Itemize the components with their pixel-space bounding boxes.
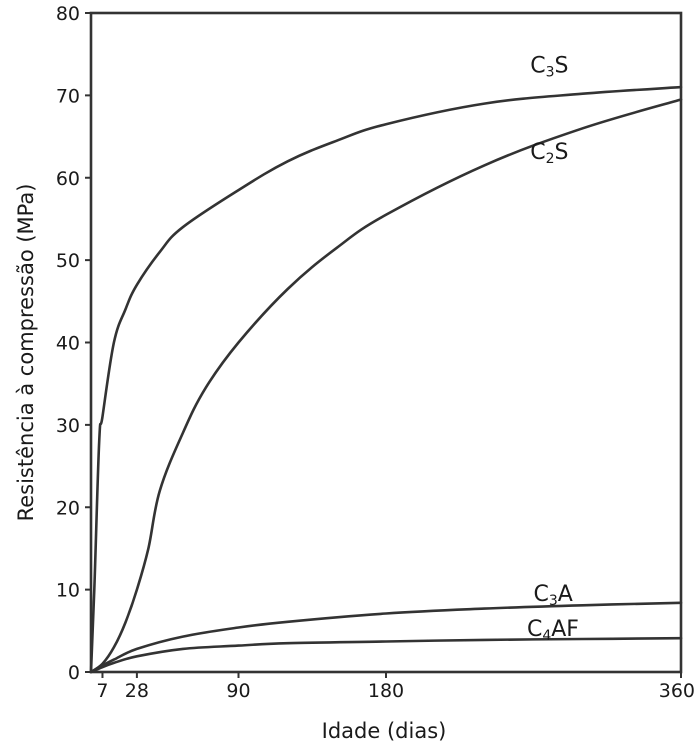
x-tick-label: 180: [368, 680, 404, 702]
series-label-tail: S: [555, 53, 569, 78]
y-tick-label: 10: [56, 580, 80, 602]
series-label-sub: 3: [546, 64, 555, 80]
series-line-c2s: [89, 98, 683, 674]
series-label-c3a: C3A: [534, 582, 573, 609]
series-line-c3s: [89, 85, 683, 674]
y-axis-ticks: 0 10 20 30 40 50 60 70 80: [56, 3, 91, 684]
series-label-c3s: C3S: [530, 53, 568, 80]
series-label-tail: A: [558, 582, 573, 607]
x-tick-label: 7: [96, 680, 108, 702]
x-axis-title: Idade (dias): [322, 719, 447, 743]
y-tick-label: 0: [68, 662, 80, 684]
series-lines: [89, 85, 683, 674]
series-label-c2s: C2S: [530, 140, 568, 167]
y-tick-label: 60: [56, 168, 80, 190]
series-label-sub: 2: [546, 151, 555, 167]
series-label-sub: 4: [542, 628, 551, 644]
series-label-tail: S: [555, 140, 569, 165]
x-tick-label: 360: [659, 680, 695, 702]
series-label-main: C: [534, 582, 549, 607]
y-tick-label: 20: [56, 497, 80, 519]
x-tick-label: 90: [226, 680, 250, 702]
y-tick-label: 50: [56, 250, 80, 272]
series-label-tail: AF: [551, 617, 579, 642]
y-tick-label: 40: [56, 333, 80, 355]
series-label-sub: 3: [549, 593, 558, 609]
series-label-main: C: [530, 140, 545, 165]
plot-frame: [89, 11, 683, 674]
series-label-main: C: [530, 53, 545, 78]
x-axis-ticks: 7 28 90 180 360: [96, 672, 695, 702]
series-label-c4af: C4AF: [527, 617, 579, 644]
x-tick-label: 28: [125, 680, 149, 702]
y-tick-label: 30: [56, 415, 80, 437]
series-line-c3a: [89, 601, 683, 674]
y-tick-label: 80: [56, 3, 80, 25]
series-label-main: C: [527, 617, 542, 642]
series-line-c4af: [89, 636, 683, 674]
y-axis-title: Resistência à compressão (MPa): [14, 184, 38, 522]
y-tick-label: 70: [56, 85, 80, 107]
